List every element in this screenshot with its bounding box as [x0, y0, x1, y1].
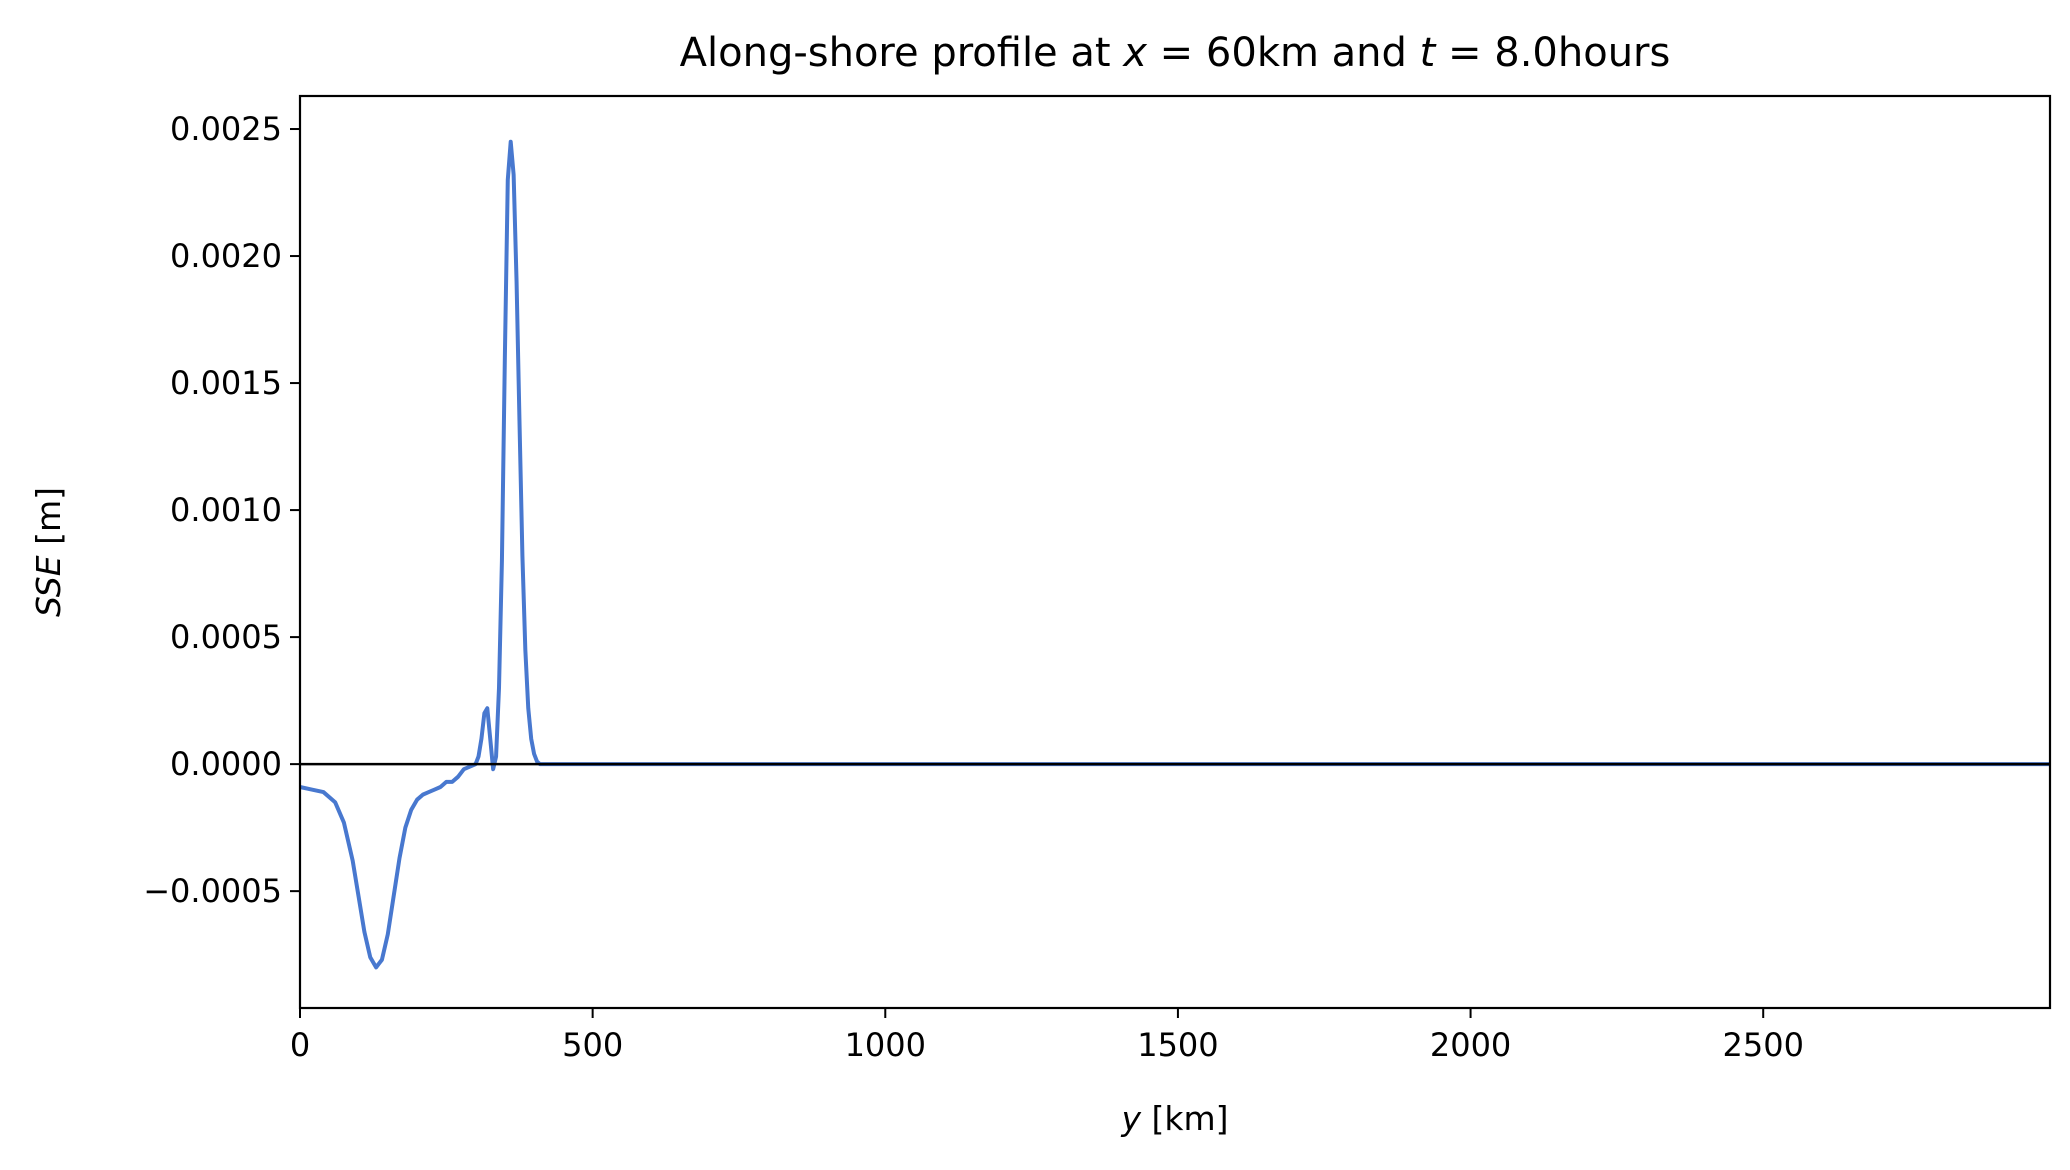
y-tick-label: 0.0000 [170, 745, 282, 783]
y-tick-label: 0.0005 [170, 618, 282, 656]
y-tick-label: 0.0025 [170, 110, 282, 148]
x-tick-label: 0 [290, 1026, 310, 1064]
x-tick-label: 2500 [1722, 1026, 1803, 1064]
x-tick-label: 1000 [845, 1026, 926, 1064]
y-tick-label: 0.0010 [170, 491, 282, 529]
x-tick-label: 2000 [1430, 1026, 1511, 1064]
y-tick-label: −0.0005 [143, 872, 282, 910]
y-tick-label: 0.0020 [170, 237, 282, 275]
x-axis-ticks: 0 500 1000 1500 2000 2500 [290, 1008, 1804, 1064]
y-tick-label: 0.0015 [170, 364, 282, 402]
plot-area [298, 94, 2052, 1010]
axes-frame [298, 94, 2052, 1010]
y-axis-label: SSE [m] [29, 487, 68, 617]
y-axis-ticks: −0.0005 0.0000 0.0005 0.0010 0.0015 0.0020 0.0… [143, 110, 300, 910]
x-tick-label: 500 [562, 1026, 623, 1064]
chart-title: Along-shore profile at x = 60km and t = … [680, 30, 1671, 76]
x-tick-label: 1500 [1137, 1026, 1218, 1064]
x-axis-label: y [km] [1120, 1099, 1228, 1138]
